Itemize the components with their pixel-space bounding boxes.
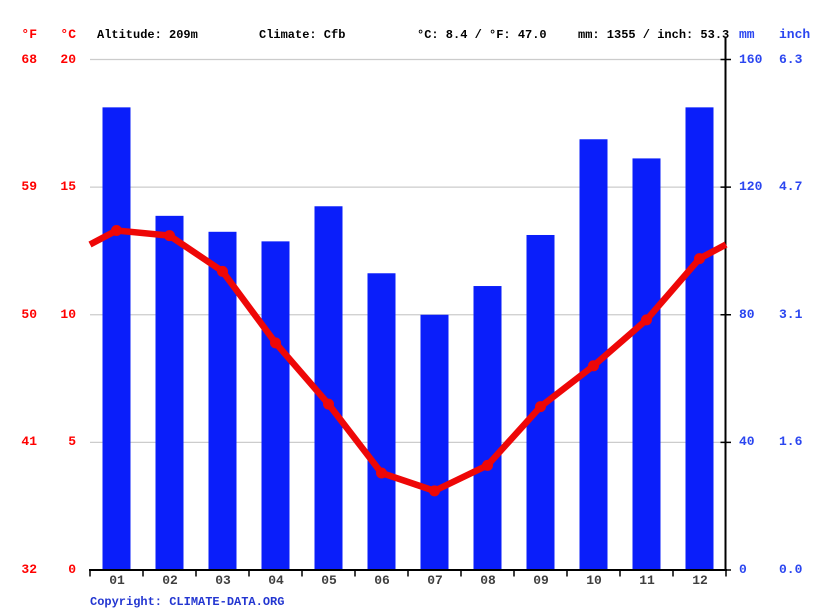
right-axis-label-mm-4: 0 [739, 562, 747, 577]
temperature-point-month-05 [323, 398, 334, 410]
temperature-point-month-07 [429, 485, 440, 497]
temperature-point-month-09 [535, 401, 546, 413]
header-celsius-unit: °C [60, 27, 76, 42]
x-tick-label-04: 04 [268, 573, 284, 588]
x-tick-label-03: 03 [215, 573, 231, 588]
copyright-prefix: Copyright: [90, 595, 170, 609]
right-axis-label-inch-2: 3.1 [779, 307, 803, 322]
bar-precipitation-month-12 [685, 107, 714, 570]
x-tick-label-05: 05 [321, 573, 337, 588]
header-inch-unit: inch [779, 27, 811, 42]
right-axis-label-inch-0: 6.3 [779, 52, 803, 67]
temperature-point-month-10 [588, 360, 599, 372]
x-tick-label-12: 12 [692, 573, 708, 588]
x-tick-label-01: 01 [109, 573, 125, 588]
right-axis-label-mm-2: 80 [739, 307, 755, 322]
left-axis-label-c-0: 20 [60, 52, 76, 67]
x-tick-label-07: 07 [427, 573, 443, 588]
right-axis-label-mm-0: 160 [739, 52, 763, 67]
temperature-point-month-04 [270, 337, 281, 349]
x-tick-label-08: 08 [480, 573, 496, 588]
left-axis-label-c-1: 15 [60, 179, 76, 194]
left-axis-label-f-1: 59 [21, 179, 37, 194]
left-axis-label-f-0: 68 [21, 52, 37, 67]
header-mm-unit: mm [739, 27, 755, 42]
copyright-line: Copyright: CLIMATE-DATA.ORG [90, 595, 284, 610]
left-axis-label-c-2: 10 [60, 307, 76, 322]
bar-precipitation-month-11 [632, 158, 661, 571]
right-axis-label-inch-3: 1.6 [779, 434, 803, 449]
temperature-line [88, 227, 728, 495]
header-climate-class: Climate: Cfb [259, 28, 346, 42]
temperature-point-month-01 [111, 225, 122, 237]
right-axis-label-mm-1: 120 [739, 179, 763, 194]
left-axis-label-c-3: 5 [68, 434, 76, 449]
bar-precipitation-month-05 [314, 206, 343, 571]
bar-precipitation-month-08 [473, 286, 502, 570]
left-axis-label-c-4: 0 [68, 562, 76, 577]
x-tick-label-02: 02 [162, 573, 178, 588]
header-annual-precipitation: mm: 1355 / inch: 53.3 [578, 28, 730, 42]
temperature-point-month-11 [641, 314, 652, 326]
copyright-link[interactable]: CLIMATE-DATA.ORG [169, 595, 285, 609]
temperature-point-month-02 [164, 230, 175, 242]
header-fahrenheit-unit: °F [21, 27, 37, 42]
bar-precipitation-month-01 [102, 107, 131, 570]
temperature-point-month-06 [376, 467, 387, 479]
bar-precipitation-month-04 [261, 241, 290, 570]
bar-precipitation-month-06 [367, 273, 396, 570]
temperature-point-month-08 [482, 459, 493, 471]
left-axis-label-f-3: 41 [21, 434, 37, 449]
right-axis-label-inch-4: 0.0 [779, 562, 803, 577]
right-axis-label-mm-3: 40 [739, 434, 755, 449]
left-axis-label-f-4: 32 [21, 562, 37, 577]
x-tick-label-11: 11 [639, 573, 655, 588]
bar-precipitation-month-02 [155, 215, 184, 570]
temperature-point-month-12 [694, 253, 705, 265]
x-tick-label-09: 09 [533, 573, 549, 588]
right-axis-label-inch-1: 4.7 [779, 179, 803, 194]
x-tick-label-10: 10 [586, 573, 602, 588]
x-tick-label-06: 06 [374, 573, 390, 588]
bar-precipitation-month-07 [420, 314, 449, 570]
header-altitude: Altitude: 209m [97, 28, 198, 42]
left-axis-label-f-2: 50 [21, 307, 37, 322]
temperature-point-month-03 [217, 265, 228, 277]
header-average-temperature: °C: 8.4 / °F: 47.0 [417, 28, 547, 42]
